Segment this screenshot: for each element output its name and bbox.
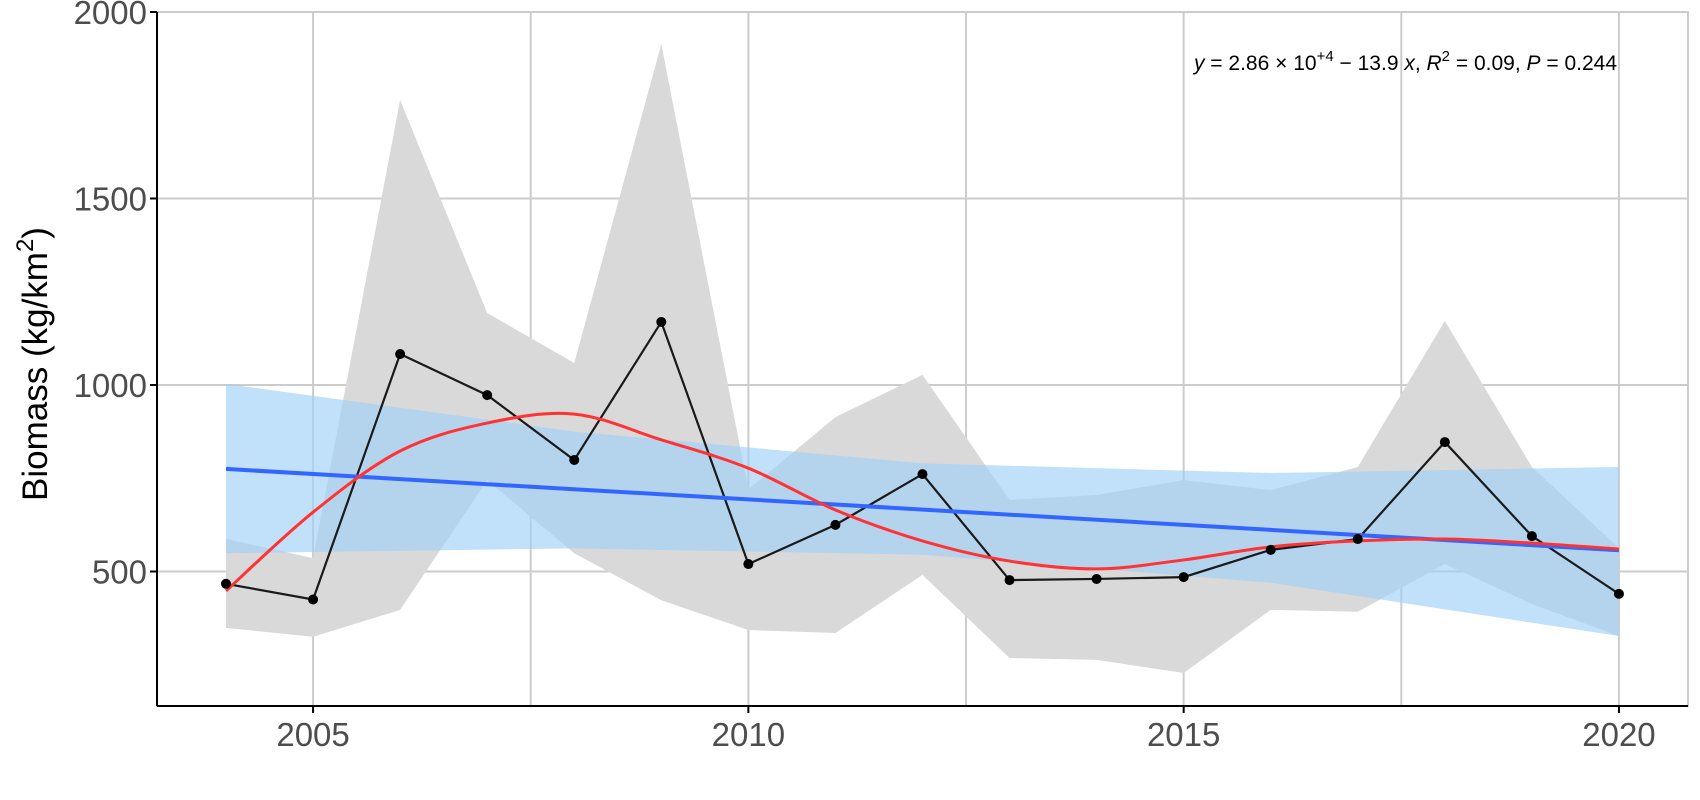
x-tick-label: 2015 xyxy=(1147,716,1220,753)
x-tick-label: 2020 xyxy=(1582,716,1655,753)
data-point xyxy=(656,316,667,327)
y-tick-label: 500 xyxy=(92,554,147,591)
regression-annotation: y = 2.86 × 10+4 − 13.9 x, R2 = 0.09, P =… xyxy=(1192,48,1617,75)
data-point xyxy=(743,559,754,570)
data-point xyxy=(1004,575,1015,586)
data-point xyxy=(569,454,580,465)
data-point xyxy=(1613,588,1624,599)
data-point xyxy=(1526,531,1537,542)
linear-fit-line xyxy=(225,466,1620,553)
axes xyxy=(156,12,1688,707)
x-tick-label: 2005 xyxy=(276,716,349,753)
data-point xyxy=(1265,544,1276,555)
data-point xyxy=(221,578,231,589)
y-tick-label: 1000 xyxy=(74,367,147,404)
y-axis-ticks: 500 1000 1500 2000 xyxy=(74,0,157,591)
y-axis-title: Biomass (kg/km2) xyxy=(12,227,55,501)
data-point xyxy=(830,519,841,530)
data-point xyxy=(395,349,406,360)
y-tick-label: 2000 xyxy=(74,0,147,31)
data-point xyxy=(917,469,928,480)
x-tick-label: 2010 xyxy=(712,716,785,753)
data-point xyxy=(308,594,319,605)
y-tick-label: 1500 xyxy=(74,181,147,218)
fit-line-path xyxy=(225,466,1620,553)
observed-points xyxy=(221,316,1624,605)
data-point xyxy=(1439,437,1450,448)
data-point xyxy=(1091,573,1102,584)
loess-path xyxy=(224,411,1620,593)
loess-smooth-curve xyxy=(224,411,1620,593)
data-point xyxy=(1178,572,1189,583)
data-point xyxy=(1352,534,1363,545)
data-point xyxy=(482,390,493,401)
x-axis-ticks: 2005 2010 2015 2020 xyxy=(276,706,1656,753)
